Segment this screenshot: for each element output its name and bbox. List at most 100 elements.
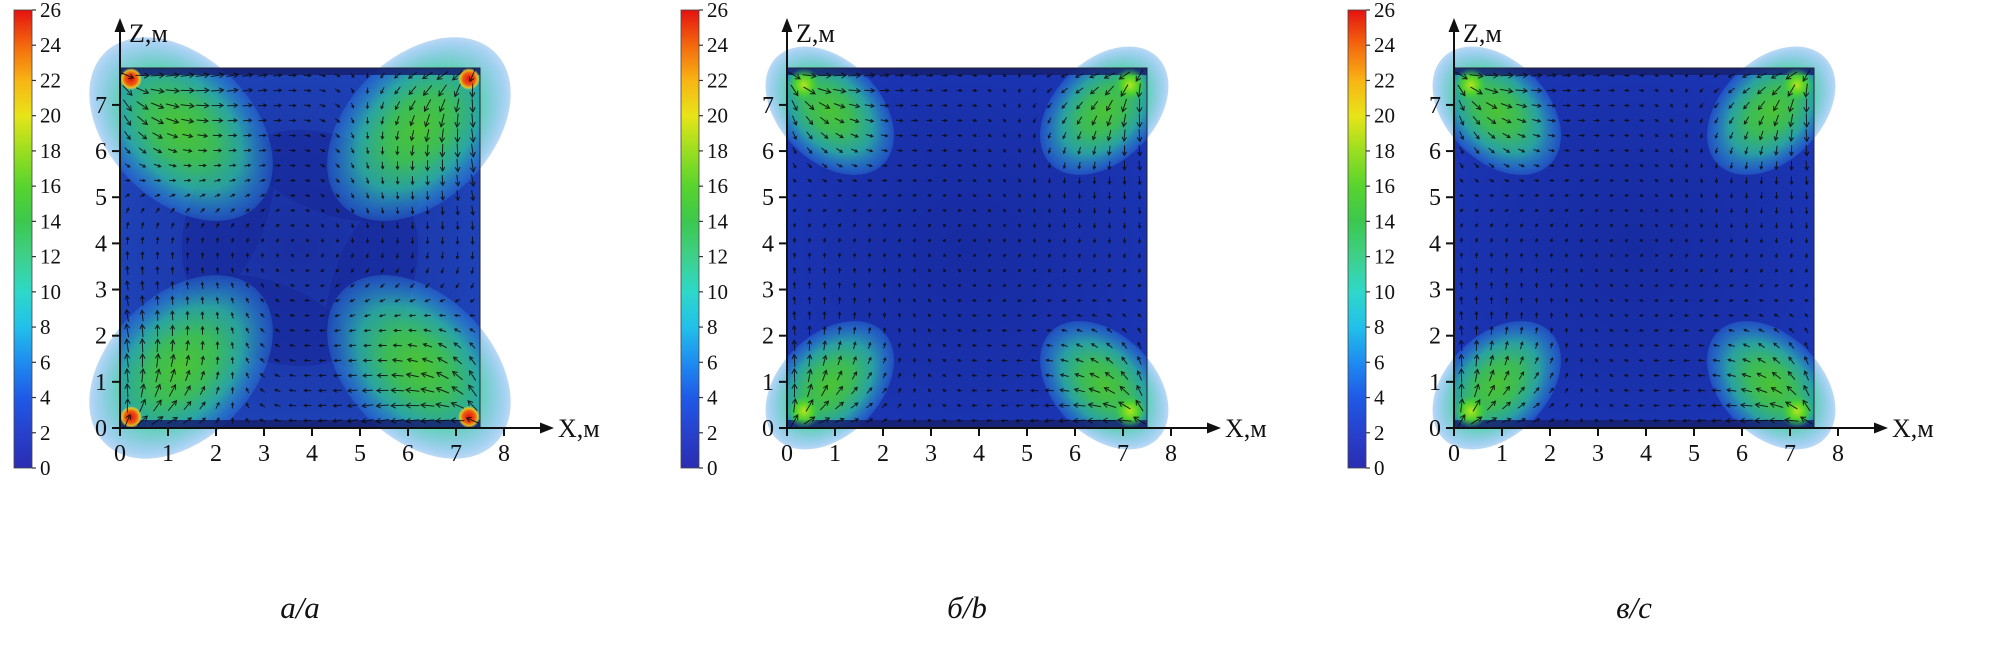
- panel-a: 26 24 22 20 18 16 14 12 10 8 6 4 2 0 0 1 2 3 4 5 6 7 8 X,м 0 1 2 3 4…: [0, 0, 667, 658]
- x-tick-label: 1: [162, 441, 174, 467]
- colorbar-tick-label: 20: [1374, 104, 1395, 128]
- colorbar-tick-label: 12: [707, 245, 728, 269]
- z-tick-label: 2: [1429, 324, 1441, 350]
- z-tick-label: 4: [1429, 231, 1441, 257]
- z-axis-label: Z,м: [129, 19, 168, 48]
- colorbar-tick-label: 22: [707, 68, 728, 92]
- colorbar-tick-label: 22: [1374, 68, 1395, 92]
- colorbar-tick-label: 8: [707, 315, 718, 339]
- z-tick-label: 0: [762, 416, 774, 442]
- x-tick-label: 1: [829, 441, 841, 467]
- x-tick-label: 5: [354, 441, 366, 467]
- z-tick-label: 3: [95, 278, 107, 304]
- z-tick-label: 1: [1429, 370, 1441, 396]
- corner-hotspots: [1454, 68, 1814, 428]
- z-axis-arrow: [781, 18, 793, 32]
- x-axis-arrow: [1207, 422, 1221, 434]
- z-tick-label: 7: [762, 93, 774, 119]
- colorbar-tick-label: 20: [40, 104, 61, 128]
- colorbar-tick-label: 10: [707, 280, 728, 304]
- colorbar-tick-label: 16: [1374, 174, 1395, 198]
- colorbar-tick-label: 16: [707, 174, 728, 198]
- axes: 0 1 2 3 4 5 6 7 8 X,м 0 1 2 3 4 5 6 7 Z,м: [95, 18, 600, 467]
- x-tick-label: 5: [1688, 441, 1700, 467]
- colorbar-tick-label: 24: [707, 33, 729, 57]
- x-axis-label: X,м: [1225, 414, 1267, 443]
- x-tick-label: 5: [1021, 441, 1033, 467]
- colorbar-tick-label: 4: [40, 386, 51, 410]
- x-tick-label: 2: [1544, 441, 1556, 467]
- z-tick-label: 4: [95, 231, 107, 257]
- panel-a-caption: а/a: [280, 590, 320, 625]
- x-axis-label: X,м: [1892, 414, 1934, 443]
- colorbar-tick-label: 12: [1374, 245, 1395, 269]
- panel-b-caption: б/b: [947, 590, 987, 625]
- colorbar-tick-label: 22: [40, 68, 61, 92]
- colorbar-tick-label: 4: [707, 386, 718, 410]
- x-tick-label: 7: [450, 441, 462, 467]
- z-axis-arrow: [114, 18, 126, 32]
- x-axis-arrow: [540, 422, 554, 434]
- x-tick-label: 7: [1117, 441, 1129, 467]
- z-tick-label: 1: [95, 370, 107, 396]
- z-tick-label: 7: [1429, 93, 1441, 119]
- x-tick-label: 2: [877, 441, 889, 467]
- colorbar-tick-label: 26: [707, 0, 728, 22]
- colorbar-tick-label: 0: [1374, 456, 1385, 480]
- colorbar-tick-label: 6: [1374, 350, 1385, 374]
- colorbar-tick-label: 0: [707, 456, 718, 480]
- x-axis-label: X,м: [558, 414, 600, 443]
- x-tick-label: 8: [498, 441, 510, 467]
- x-tick-label: 1: [1496, 441, 1508, 467]
- colorbar-tick-label: 0: [40, 456, 51, 480]
- colorbar-tick-label: 2: [1374, 421, 1385, 445]
- z-axis-arrow: [1448, 18, 1460, 32]
- z-tick-label: 5: [762, 185, 774, 211]
- colorbar-tick-label: 26: [40, 0, 61, 22]
- x-tick-label: 8: [1832, 441, 1844, 467]
- x-tick-label: 4: [1640, 441, 1652, 467]
- colorbar-tick-label: 14: [40, 209, 62, 233]
- x-tick-label: 0: [1448, 441, 1460, 467]
- corner-hotspots: [120, 68, 480, 428]
- z-tick-label: 0: [1429, 416, 1441, 442]
- z-axis-label: Z,м: [796, 19, 835, 48]
- x-axis-arrow: [1874, 422, 1888, 434]
- z-tick-label: 6: [762, 139, 774, 165]
- x-tick-label: 0: [781, 441, 793, 467]
- colorbar-tick-label: 20: [707, 104, 728, 128]
- x-tick-label: 3: [1592, 441, 1604, 467]
- z-tick-label: 5: [1429, 185, 1441, 211]
- z-tick-label: 2: [762, 324, 774, 350]
- x-tick-label: 7: [1784, 441, 1796, 467]
- colorbar-tick-label: 10: [40, 280, 61, 304]
- axes: 0 1 2 3 4 5 6 7 8 X,м 0 1 2 3 4 5 6 7 Z,м: [762, 18, 1267, 467]
- x-tick-label: 4: [973, 441, 985, 467]
- x-tick-label: 3: [258, 441, 270, 467]
- z-tick-label: 5: [95, 185, 107, 211]
- z-tick-label: 4: [762, 231, 774, 257]
- panel-b: 26 24 22 20 18 16 14 12 10 8 6 4 2 0 0 1 2 3 4 5 6 7 8 X,м 0 1 2 3 4…: [667, 0, 1334, 658]
- colorbar-tick-label: 2: [707, 421, 718, 445]
- colorbar-tick-label: 12: [40, 245, 61, 269]
- x-tick-label: 6: [1069, 441, 1081, 467]
- colorbar-tick-label: 8: [40, 315, 51, 339]
- corner-hotspots: [787, 68, 1147, 428]
- x-tick-label: 6: [402, 441, 414, 467]
- colorbar-tick-label: 2: [40, 421, 51, 445]
- x-tick-label: 3: [925, 441, 937, 467]
- colorbar-tick-label: 24: [40, 33, 62, 57]
- colorbar-tick-label: 18: [40, 139, 61, 163]
- colorbar-tick-label: 14: [707, 209, 729, 233]
- colorbar-tick-label: 16: [40, 174, 61, 198]
- z-tick-label: 3: [1429, 278, 1441, 304]
- colorbar-tick-label: 24: [1374, 33, 1396, 57]
- z-tick-label: 0: [95, 416, 107, 442]
- axes: 0 1 2 3 4 5 6 7 8 X,м 0 1 2 3 4 5 6 7 Z,м: [1429, 18, 1934, 467]
- colorbar-tick-label: 18: [1374, 139, 1395, 163]
